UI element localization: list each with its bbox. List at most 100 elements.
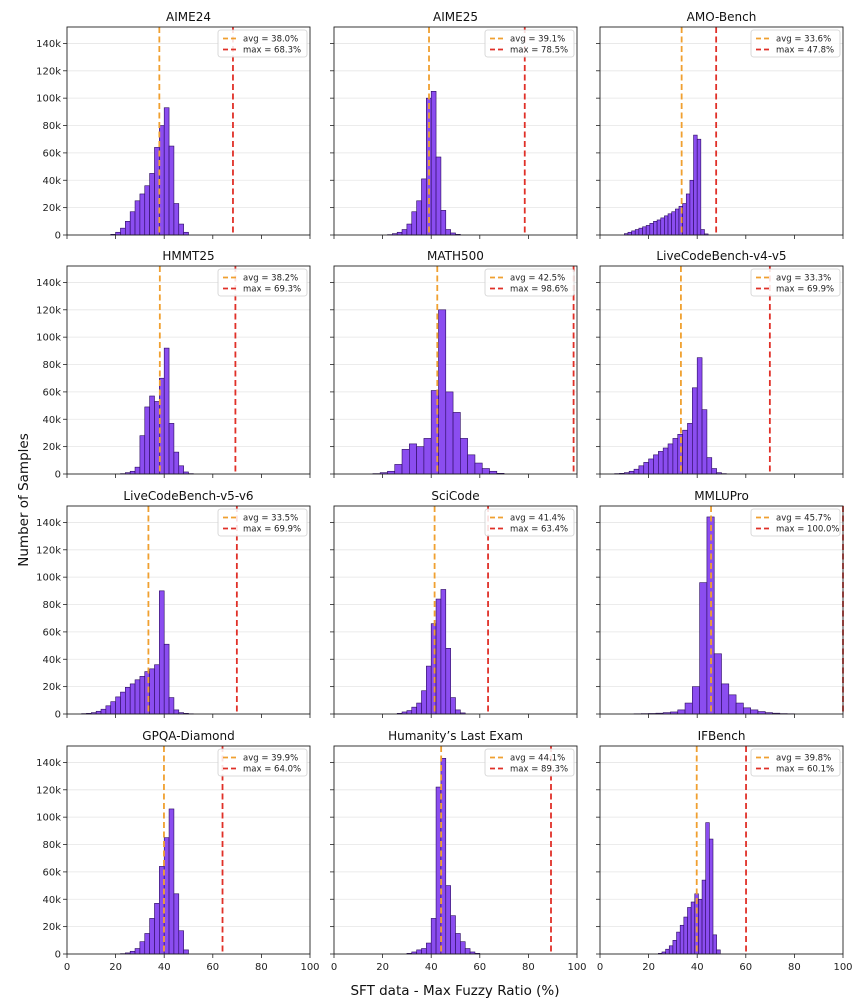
histogram-bar xyxy=(134,200,141,236)
panel-4: MATH500 avg = 42.5%max = 98.6% xyxy=(330,249,578,478)
histogram-bar xyxy=(416,200,422,236)
y-tick-label: 80k xyxy=(42,840,61,851)
panel-frame xyxy=(599,745,844,955)
histogram-bar xyxy=(435,156,442,236)
x-tick-label: 60 xyxy=(473,962,486,973)
histogram-bar xyxy=(163,643,170,715)
histogram-bar xyxy=(682,203,687,236)
legend-max-label: max = 98.6% xyxy=(510,285,568,295)
histogram-bar xyxy=(139,676,146,715)
y-tick-label: 80k xyxy=(42,600,61,611)
panel-frame xyxy=(333,26,578,236)
histogram-bar xyxy=(435,598,442,715)
histogram-bar xyxy=(631,230,636,236)
histogram-bar xyxy=(638,465,645,475)
histogram-bar xyxy=(411,211,417,236)
histogram-bar xyxy=(445,648,451,715)
panel-title: GPQA-Diamond xyxy=(142,729,234,743)
x-tick-label: 80 xyxy=(522,962,535,973)
y-tick-label: 140k xyxy=(36,278,61,289)
histogram-bar xyxy=(163,107,170,236)
histogram-bar xyxy=(168,423,175,475)
x-tick-label: 20 xyxy=(642,962,655,973)
x-tick-label: 40 xyxy=(691,962,704,973)
histogram-bar xyxy=(426,97,432,236)
y-tick-label: 0 xyxy=(55,231,61,242)
histogram-bar xyxy=(168,808,175,955)
legend-avg-label: avg = 42.5% xyxy=(510,274,565,284)
x-tick-label: 100 xyxy=(833,962,852,973)
histogram-bar xyxy=(105,705,112,715)
histogram-bar xyxy=(406,223,413,236)
histogram-bar xyxy=(460,438,468,475)
y-tick-label: 140k xyxy=(36,518,61,529)
x-tick-label: 0 xyxy=(597,962,603,973)
histogram-bar xyxy=(709,838,714,955)
legend-box xyxy=(484,29,575,58)
histogram-bar xyxy=(721,683,730,715)
histogram-bar xyxy=(149,918,155,955)
legend-max-label: max = 69.9% xyxy=(243,525,301,535)
y-tick-label: 40k xyxy=(42,895,61,906)
histogram-bar xyxy=(173,893,180,955)
histogram-bar xyxy=(679,924,685,955)
histogram-bar xyxy=(452,412,461,475)
histogram-bar xyxy=(699,582,708,715)
legend-avg-label: avg = 39.1% xyxy=(510,35,565,45)
histogram-bar xyxy=(633,468,640,475)
panels: 0 20k 40k 60k 80k 100k 120k 140k AIME24 avg = 38.… xyxy=(36,10,852,973)
histogram-bar xyxy=(692,387,698,475)
panel-title: LiveCodeBench-v4-v5 xyxy=(656,249,786,263)
y-tick-label: 60k xyxy=(42,627,61,638)
legend-box xyxy=(217,268,308,297)
histogram-bar xyxy=(168,145,175,236)
histogram-bar xyxy=(394,464,403,475)
histogram-bar xyxy=(682,429,688,475)
y-tick-label: 40k xyxy=(42,176,61,187)
legend-box xyxy=(484,508,575,537)
histogram-bar xyxy=(665,948,670,955)
legend-max-label: max = 100.0% xyxy=(776,525,839,535)
histogram-bar xyxy=(173,451,180,475)
panel-frame xyxy=(599,505,844,715)
histogram-bar xyxy=(409,443,417,475)
histogram-bar xyxy=(149,173,155,236)
legend-max-label: max = 89.3% xyxy=(510,765,568,775)
histogram-bar xyxy=(134,948,141,955)
histogram-bar xyxy=(658,451,664,475)
panel-3: 0 20k 40k 60k 80k 100k 120k 140k HMMT25 avg = 38.… xyxy=(36,249,311,481)
histogram-bar xyxy=(421,178,427,236)
histogram-bar xyxy=(421,690,427,715)
histogram-bar xyxy=(154,401,160,475)
histogram-bar xyxy=(642,226,647,236)
histogram-bar xyxy=(183,949,189,955)
histogram-bar xyxy=(701,409,708,475)
histogram-bar xyxy=(667,443,674,475)
histogram-bar xyxy=(671,211,676,236)
panel-frame xyxy=(66,745,311,955)
y-tick-label: 100k xyxy=(36,573,61,584)
histogram-bar xyxy=(653,221,658,236)
y-tick-label: 100k xyxy=(36,333,61,344)
legend-avg-label: avg = 41.4% xyxy=(510,514,565,524)
histogram-bar xyxy=(672,438,679,475)
histogram-bar xyxy=(687,423,693,475)
histogram-bar xyxy=(728,694,737,715)
histogram-bar xyxy=(416,702,422,715)
histogram-bar xyxy=(178,465,184,475)
y-tick-label: 60k xyxy=(42,867,61,878)
panel-title: AIME25 xyxy=(433,10,478,24)
y-tick-label: 20k xyxy=(42,442,61,453)
y-tick-label: 40k xyxy=(42,655,61,666)
histogram-bar xyxy=(125,687,131,715)
panel-2: AMO-Bench avg = 33.6%max = 47.8% xyxy=(596,10,844,239)
histogram-bar xyxy=(660,217,665,236)
y-tick-label: 20k xyxy=(42,203,61,214)
x-tick-label: 40 xyxy=(425,962,438,973)
panel-title: AMO-Bench xyxy=(687,10,757,24)
histogram-bar xyxy=(421,948,427,955)
y-tick-label: 120k xyxy=(36,545,61,556)
histogram-bar xyxy=(144,933,150,955)
histogram-bar xyxy=(645,225,651,236)
histogram-bar xyxy=(638,227,643,236)
